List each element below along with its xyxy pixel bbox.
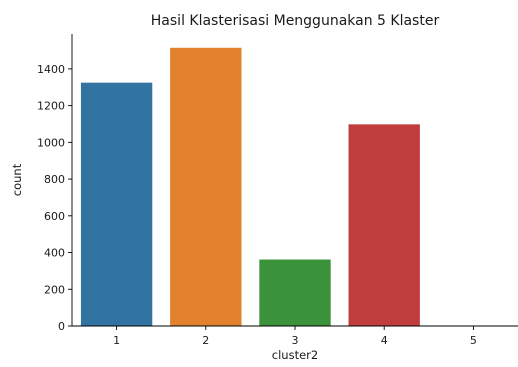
x-tick-label: 3 (292, 334, 299, 347)
bar-cluster-4 (348, 124, 420, 326)
y-tick-label: 0 (58, 320, 65, 333)
x-tick-label: 2 (202, 334, 209, 347)
x-axis-ticks: 1 2 3 4 5 (113, 326, 477, 347)
chart-title: Hasil Klasterisasi Menggunakan 5 Klaster (151, 13, 440, 29)
x-tick-label: 5 (470, 334, 477, 347)
y-tick-label: 600 (44, 210, 65, 223)
y-tick-label: 1400 (37, 63, 65, 76)
y-tick-label: 400 (44, 247, 65, 260)
x-axis-label: cluster2 (272, 348, 318, 362)
bar-cluster-2 (170, 47, 242, 327)
y-tick-label: 1200 (37, 100, 65, 113)
x-tick-label: 4 (381, 334, 388, 347)
y-axis-ticks: 0 200 400 600 800 1000 1200 1400 (37, 63, 72, 333)
bar-cluster-3 (259, 259, 331, 326)
bars-group (80, 47, 420, 327)
y-tick-label: 1000 (37, 136, 65, 149)
y-tick-label: 800 (44, 173, 65, 186)
y-tick-label: 200 (44, 283, 65, 296)
x-tick-label: 1 (113, 334, 120, 347)
axes-frame (71, 34, 518, 327)
bar-cluster-1 (80, 82, 153, 326)
y-axis-label: count (10, 163, 24, 196)
